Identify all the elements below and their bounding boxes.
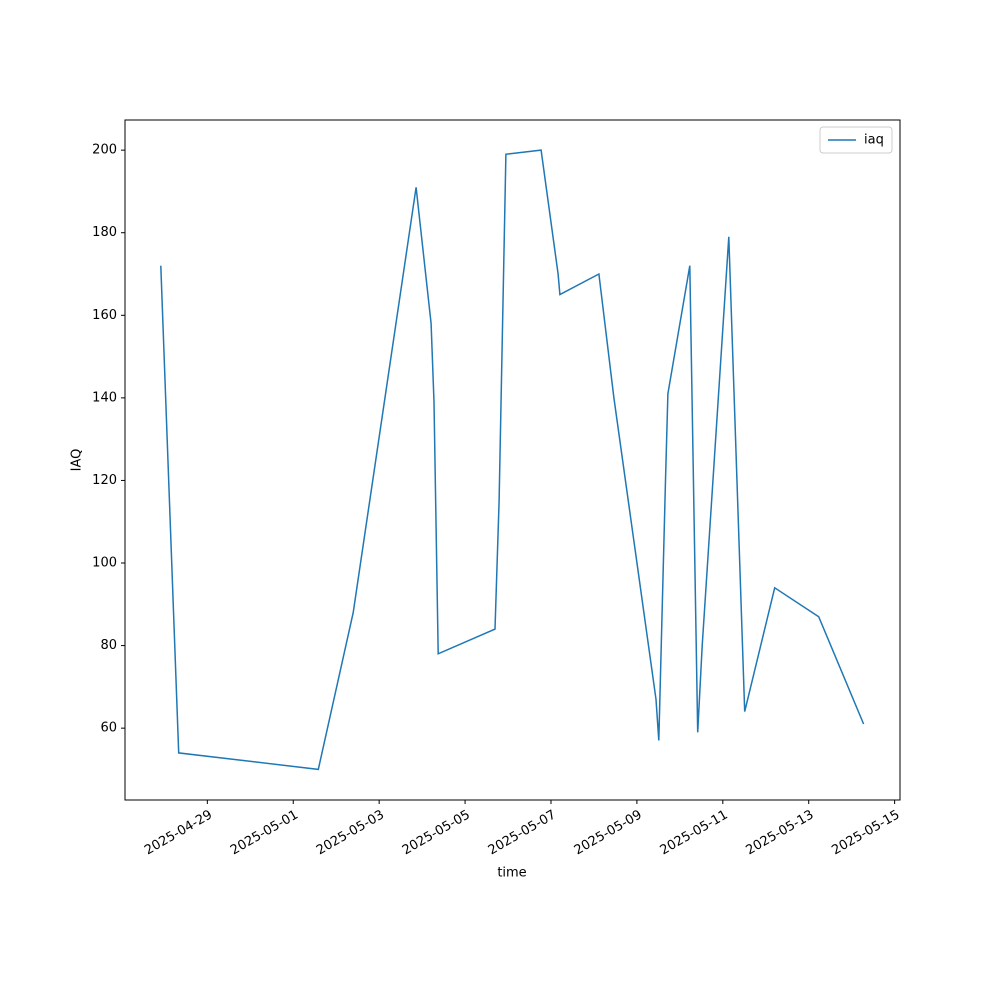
plot-frame: [124, 119, 901, 801]
legend-label: iaq: [864, 133, 884, 148]
y-tick-label: 120: [92, 473, 117, 488]
x-tick-label: 2025-05-09: [572, 808, 645, 859]
y-tick-label: 140: [92, 390, 117, 405]
x-tick-label: 2025-05-01: [228, 808, 301, 859]
x-tick-label: 2025-05-13: [744, 808, 817, 859]
x-tick-label: 2025-05-05: [400, 808, 473, 859]
x-tick-label: 2025-05-03: [314, 808, 387, 859]
y-tick-label: 80: [100, 638, 117, 653]
x-tick-label: 2025-05-07: [486, 808, 559, 859]
x-axis-label: time: [497, 866, 526, 881]
y-axis-label: IAQ: [70, 449, 85, 472]
x-tick-label: 2025-04-29: [142, 808, 215, 859]
y-tick-label: 200: [92, 143, 117, 158]
x-tick-label: 2025-05-15: [829, 808, 902, 859]
y-tick-label: 160: [92, 308, 117, 323]
data-line: [160, 149, 865, 771]
y-tick-label: 180: [92, 225, 117, 240]
y-tick-label: 100: [92, 556, 117, 571]
y-tick-label: 60: [100, 721, 117, 736]
x-tick-label: 2025-05-11: [658, 808, 731, 859]
